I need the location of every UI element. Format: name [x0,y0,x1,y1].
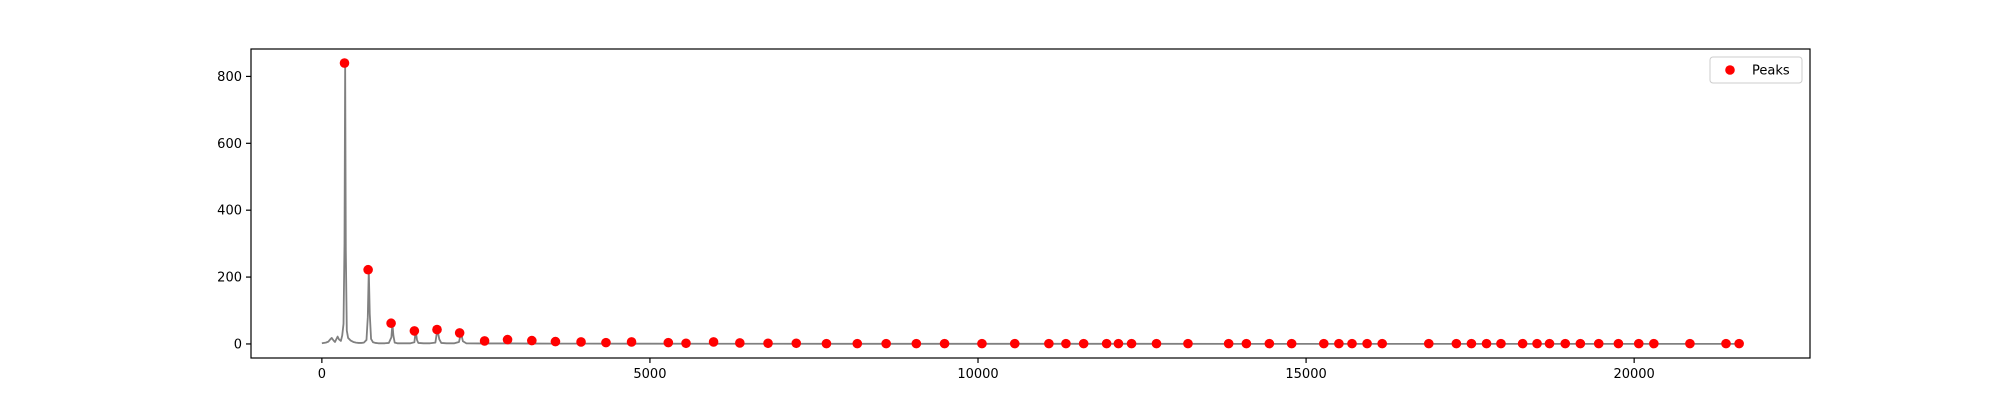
peak-point [1544,338,1555,349]
peak-point [1734,338,1744,349]
legend-box [1709,56,1803,84]
peak-point [363,264,373,275]
y-tick-label: 400 [217,204,242,219]
peak-point [1377,338,1387,349]
peak-point [821,338,832,349]
peak-point [977,338,987,349]
peak-point [1264,338,1275,349]
plot-area [321,58,1744,349]
peak-point [1061,338,1071,349]
peak-point [1560,338,1571,349]
x-axis: 0 5000 10000 15000 20000 [318,358,1655,382]
peak-point [432,324,442,335]
x-tick-label: 5000 [633,367,666,382]
peak-point [1451,338,1462,349]
y-axis: 0 200 400 600 800 [217,70,251,352]
peak-point [1721,338,1731,349]
peak-point [1183,338,1193,349]
peak-point [479,336,490,346]
y-tick-label: 800 [217,70,242,85]
peak-point [911,338,922,349]
peak-point [1009,338,1020,349]
peak-point [339,58,350,68]
peak-point [1044,338,1054,349]
peak-point [550,336,561,347]
peak-point [1575,338,1586,349]
peak-point [1633,338,1644,349]
peak-point [502,334,513,345]
peak-point [601,337,611,348]
peak-point [527,335,537,346]
legend: Peaks [1709,56,1803,84]
peak-point [1101,338,1112,349]
peak-point [576,337,586,347]
peak-point [1649,338,1659,349]
peak-point [1532,338,1542,349]
y-tick-label: 600 [217,137,242,152]
peak-point [763,338,773,349]
peak-point [1151,338,1162,349]
x-tick-label: 0 [318,367,326,382]
peak-point [1496,338,1506,349]
peak-point [663,337,674,348]
peak-point [1517,338,1528,349]
legend-label-peaks: Peaks [1752,64,1790,79]
y-tick-label: 0 [234,337,242,352]
peak-point [1685,338,1695,349]
x-tick-label: 15000 [1285,367,1326,382]
peak-point [1223,338,1234,349]
peak-point [1593,338,1604,349]
peak-point [1113,338,1124,349]
peak-point [1423,338,1434,349]
axes-frame [250,48,1811,359]
peak-point [708,337,719,347]
peak-point [386,318,396,329]
peak-point [1286,338,1297,349]
peak-point [1126,338,1137,349]
peak-point [1347,338,1357,349]
peak-point [409,326,420,336]
peak-point [1466,338,1477,349]
peak-point [681,338,691,349]
x-tick-label: 10000 [957,367,998,382]
peak-point [1334,338,1344,349]
peak-point [735,338,745,348]
y-tick-label: 200 [217,271,242,286]
x-tick-label: 20000 [1613,367,1654,382]
peak-point [791,338,802,349]
peak-point [852,338,863,349]
peak-point [1362,338,1372,349]
peak-point [626,337,637,347]
peak-point [1319,338,1329,349]
legend-marker-peaks [1725,65,1735,75]
peak-point [1481,338,1492,349]
peak-point [454,328,465,338]
peak-point [881,338,891,349]
peak-point [1613,338,1624,349]
peak-point [939,338,950,349]
peak-point [1078,338,1089,349]
peak-point [1241,338,1252,349]
